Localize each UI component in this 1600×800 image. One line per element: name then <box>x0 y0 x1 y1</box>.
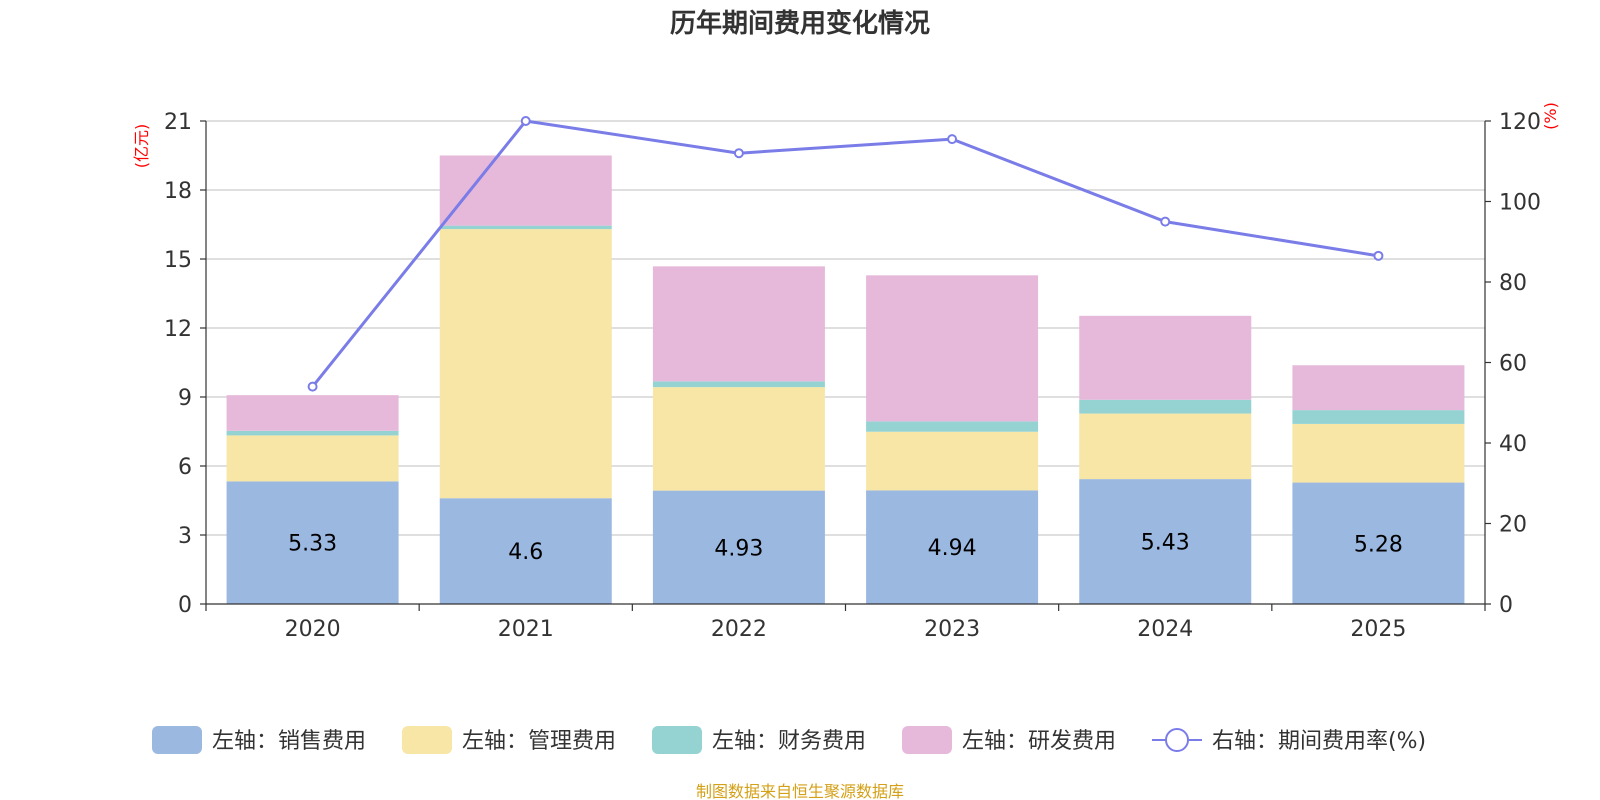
left-axis-unit: (亿元) <box>132 124 151 169</box>
bar-segment[interactable] <box>1079 315 1252 400</box>
bar-segment[interactable] <box>226 395 399 431</box>
bar-segment[interactable] <box>1292 482 1465 604</box>
bar-segment[interactable] <box>1079 413 1252 480</box>
legend-swatch <box>402 726 452 754</box>
rate-point[interactable] <box>520 116 531 126</box>
bar-segment[interactable] <box>652 490 825 604</box>
bar-segment[interactable] <box>439 155 612 226</box>
left-tick-label: 15 <box>164 248 192 273</box>
left-tick-label: 9 <box>178 386 192 411</box>
legend-label: 右轴：期间费用率(%) <box>1212 729 1426 754</box>
bar-segment[interactable] <box>866 490 1039 604</box>
legend-marker <box>1165 728 1189 752</box>
rate-point[interactable] <box>1160 216 1171 227</box>
rate-point[interactable] <box>307 381 318 392</box>
bar-segment[interactable] <box>439 225 612 230</box>
bar-segment[interactable] <box>866 275 1039 422</box>
bar-value-label: 5.28 <box>1354 532 1403 557</box>
right-tick-label: 60 <box>1499 352 1527 377</box>
bar-segment[interactable] <box>1292 410 1465 424</box>
bar-segment[interactable] <box>1079 479 1252 604</box>
legend-swatch <box>652 726 702 754</box>
rate-point[interactable] <box>1373 250 1384 261</box>
bar-value-label: 4.94 <box>928 536 977 561</box>
x-tick-label: 2025 <box>1350 617 1406 642</box>
right-tick-label: 0 <box>1499 593 1513 618</box>
bar-value-label: 4.93 <box>714 536 763 561</box>
bar-segment[interactable] <box>866 421 1039 432</box>
legend-item[interactable]: 左轴：管理费用 <box>402 726 616 754</box>
rate-line-path <box>311 119 1379 388</box>
left-tick-label: 0 <box>178 593 192 618</box>
legend[interactable]: 左轴：销售费用 左轴：管理费用 左轴：财务费用 左轴：研发费用 右轴：期间费用率(%) <box>152 726 1426 754</box>
bar-segment[interactable] <box>226 435 399 482</box>
bar-segment[interactable] <box>652 266 825 382</box>
left-tick-label: 6 <box>178 455 192 480</box>
rate-point[interactable] <box>947 134 958 145</box>
legend-item[interactable]: 左轴：财务费用 <box>652 726 866 754</box>
x-tick-label: 2021 <box>498 617 554 642</box>
bar-segment[interactable] <box>1292 423 1465 483</box>
rate-line <box>307 116 1384 392</box>
chart-title: 历年期间费用变化情况 <box>670 8 930 39</box>
right-tick-label: 40 <box>1499 432 1527 457</box>
x-tick-label: 2023 <box>924 617 980 642</box>
right-tick-label: 100 <box>1499 191 1541 216</box>
bar-value-label: 5.33 <box>288 532 337 557</box>
bar-segment[interactable] <box>1292 365 1465 411</box>
bar-segment[interactable] <box>226 430 399 436</box>
legend-label: 左轴：销售费用 <box>212 729 366 754</box>
legend-item[interactable]: 左轴：销售费用 <box>152 726 366 754</box>
legend-label: 左轴：研发费用 <box>962 729 1116 754</box>
legend-label: 左轴：管理费用 <box>462 729 616 754</box>
bar-labels: 5.33 4.6 4.93 4.94 5.43 5.28 <box>288 531 1403 566</box>
bar-segment[interactable] <box>652 381 825 388</box>
left-tick-label: 21 <box>164 110 192 135</box>
left-tick-label: 18 <box>164 179 192 204</box>
bar-segment[interactable] <box>226 481 399 604</box>
legend-item[interactable]: 右轴：期间费用率(%) <box>1152 728 1426 754</box>
x-tick-label: 2020 <box>285 617 341 642</box>
right-tick-label: 20 <box>1499 513 1527 538</box>
grid-lines <box>206 120 1485 536</box>
rate-point[interactable] <box>733 148 744 159</box>
legend-swatch <box>152 726 202 754</box>
bar-value-label: 5.43 <box>1141 531 1190 556</box>
bar-segment[interactable] <box>439 229 612 499</box>
bar-segment[interactable] <box>439 498 612 604</box>
x-tick-label: 2022 <box>711 617 767 642</box>
legend-label: 左轴：财务费用 <box>712 729 866 754</box>
bar-segment[interactable] <box>1079 399 1252 414</box>
bars <box>226 155 1465 604</box>
legend-item[interactable]: 左轴：研发费用 <box>902 726 1116 754</box>
right-tick-label: 120 <box>1499 110 1541 135</box>
legend-swatch <box>902 726 952 754</box>
bar-segment[interactable] <box>866 431 1039 491</box>
left-tick-label: 3 <box>178 524 192 549</box>
bar-segment[interactable] <box>652 387 825 491</box>
bar-value-label: 4.6 <box>508 540 543 565</box>
data-source: 制图数据来自恒生聚源数据库 <box>696 782 904 800</box>
x-tick-label: 2024 <box>1137 617 1193 642</box>
axes: 0 3 6 9 12 15 18 21 0 20 40 60 80 100 120 2020 2021 2022 2… <box>164 110 1541 642</box>
left-tick-label: 12 <box>164 317 192 342</box>
right-axis-unit: (%) <box>1541 102 1560 130</box>
right-tick-label: 80 <box>1499 271 1527 296</box>
